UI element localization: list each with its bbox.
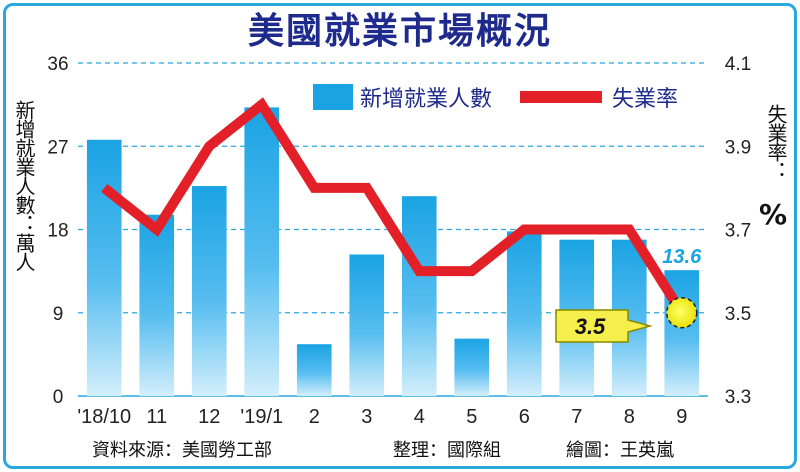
x-tick-label: '18/10 (77, 406, 131, 428)
right-tick-label: 3.5 (725, 304, 751, 325)
x-tick-label: 7 (571, 406, 582, 428)
highlight-marker (666, 297, 698, 329)
right-tick-label: 3.9 (725, 137, 751, 158)
left-tick-label: 9 (53, 304, 64, 325)
x-tick-label: 5 (466, 406, 477, 428)
right-tick-label: 3.7 (725, 221, 751, 242)
legend-line-swatch (520, 91, 602, 103)
line-value-label: 3.5 (575, 314, 606, 339)
right-axis-unit: % (759, 198, 788, 231)
unemployment-line (101, 97, 686, 316)
x-tick-label: 9 (676, 406, 687, 428)
bar-3 (244, 107, 280, 397)
right-tick-label: 4.1 (725, 54, 751, 75)
bar-1 (139, 214, 175, 396)
bar-8 (506, 231, 542, 396)
bar-0 (86, 139, 122, 396)
bar-value-label: 13.6 (662, 246, 702, 268)
left-tick-label: 27 (47, 137, 68, 158)
bar-4 (296, 344, 332, 396)
legend-bar-swatch (313, 84, 353, 110)
right-tick-label: 3.3 (725, 387, 751, 408)
x-tick-label: 8 (624, 406, 635, 428)
x-tick-label: 3 (361, 406, 372, 428)
x-tick-label: 11 (146, 406, 167, 428)
left-tick-label: 18 (47, 221, 68, 242)
left-axis-title: 新增就業人數：萬人 (12, 100, 36, 271)
x-tick-label: 2 (309, 406, 320, 428)
bar-6 (401, 196, 437, 396)
legend-bar-label: 新增就業人數 (360, 87, 492, 112)
left-tick-label: 0 (53, 387, 64, 408)
right-axis-title: 失業率： (764, 104, 788, 180)
legend-line-label: 失業率 (612, 87, 678, 112)
left-tick-label: 36 (47, 54, 68, 75)
x-tick-label: 12 (198, 406, 220, 428)
bar-7 (454, 338, 490, 396)
source-note: 資料來源：美國勞工部 (92, 440, 272, 461)
x-tick-label: '19/1 (240, 406, 283, 428)
artist-note: 繪圖：王英嵐 (566, 440, 674, 461)
bar-2 (191, 186, 227, 396)
editor-note: 整理：國際組 (393, 440, 501, 461)
x-tick-label: 4 (414, 406, 425, 428)
chart-title: 美國就業市場概況 (247, 11, 552, 52)
value-callout-box (555, 309, 653, 343)
x-tick-label: 6 (519, 406, 530, 428)
bar-5 (349, 254, 385, 396)
